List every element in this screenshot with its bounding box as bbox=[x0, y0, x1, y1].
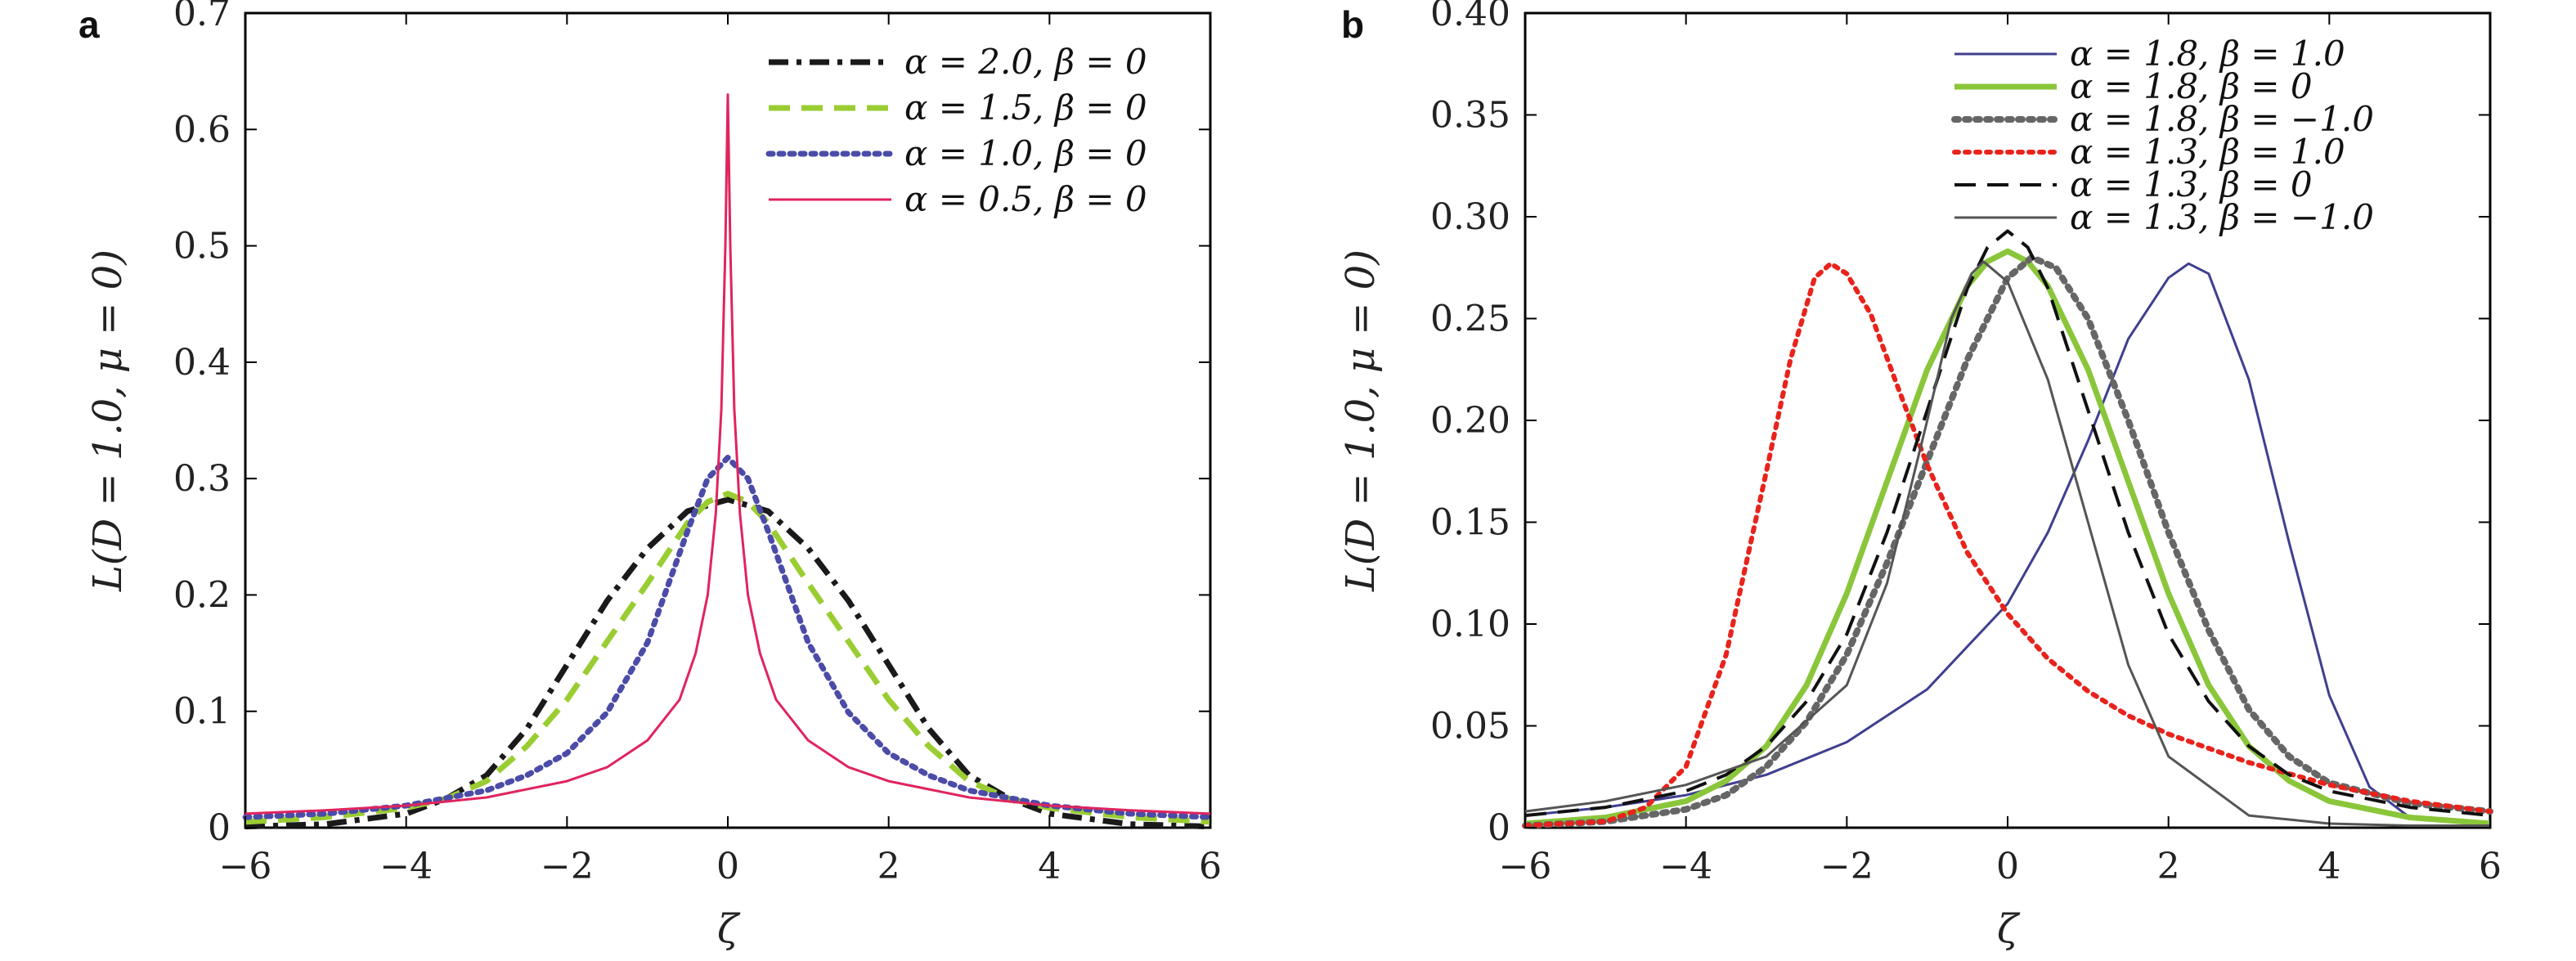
panel-b-series-line-5 bbox=[1524, 229, 2491, 818]
panel-a-legend-label-4: α = 0.5, β = 0 bbox=[904, 179, 1147, 219]
panel-a-y-tick-label: 0.5 bbox=[173, 226, 231, 267]
panel-a: a −6 −4 −2 0 2 4 6 0 0.1 0.2 0.3 0.4 0.5 0.6 0.7 α = … bbox=[79, 0, 1222, 952]
panel-b-series-line-6 bbox=[1524, 260, 2490, 827]
panel-b-x-tick-label: 6 bbox=[2479, 846, 2502, 887]
panel-b-legend: α = 1.8, β = 1.0α = 1.8, β = 0α = 1.8, β… bbox=[1951, 34, 2374, 237]
panel-b-y-axis-label: L(D = 1.0, μ = 0) bbox=[1338, 249, 1384, 592]
panel-b-x-tick-label: −4 bbox=[1659, 846, 1712, 887]
panel-a-x-tick-label: 2 bbox=[877, 846, 900, 887]
panel-a-y-ticks: 0 0.1 0.2 0.3 0.4 0.5 0.6 0.7 bbox=[173, 0, 1210, 849]
panel-b-legend-label-3: α = 1.8, β = −1.0 bbox=[2070, 99, 2374, 139]
panel-a-x-tick-label: −4 bbox=[379, 846, 433, 887]
panel-a-x-tick-label: −6 bbox=[219, 846, 272, 887]
panel-a-y-tick-label: 0.2 bbox=[173, 574, 231, 616]
panel-b-y-tick-label: 0.30 bbox=[1430, 196, 1510, 238]
panel-b-legend-label-4: α = 1.3, β = 1.0 bbox=[2070, 132, 2345, 172]
panel-a-legend-label-3: α = 1.0, β = 0 bbox=[904, 133, 1147, 173]
panel-b-x-tick-label: 2 bbox=[2157, 846, 2180, 887]
panel-a-y-tick-label: 0 bbox=[208, 807, 231, 849]
panel-a-x-tick-label: 6 bbox=[1199, 846, 1222, 887]
panel-a-x-tick-label: 0 bbox=[716, 846, 739, 887]
panel-b: b −6 −4 −2 0 2 4 6 0 0.05 0.10 0.15 0.20 0.25 0.30 0.… bbox=[1338, 0, 2502, 952]
panel-b-y-tick-label: 0.10 bbox=[1430, 604, 1510, 645]
panel-b-lines bbox=[1522, 229, 2493, 829]
panel-b-series-line-4 bbox=[1523, 261, 2493, 829]
panel-b-y-tick-label: 0.25 bbox=[1430, 299, 1510, 340]
panel-a-series-line-1 bbox=[245, 496, 1211, 830]
panel-b-letter: b bbox=[1341, 3, 1364, 46]
panel-b-y-tick-label: 0.15 bbox=[1430, 502, 1510, 544]
panel-b-legend-label-2: α = 1.8, β = 0 bbox=[2070, 66, 2313, 106]
panel-b-x-tick-label: −2 bbox=[1820, 846, 1874, 887]
panel-b-x-axis-label: ζ bbox=[1997, 906, 2021, 952]
panel-b-series-line-2 bbox=[1524, 248, 2491, 827]
panel-b-y-ticks: 0 0.05 0.10 0.15 0.20 0.25 0.30 0.35 0.40 bbox=[1430, 0, 2490, 849]
panel-a-y-tick-label: 0.6 bbox=[173, 109, 231, 150]
panel-b-y-tick-label: 0 bbox=[1488, 807, 1510, 849]
panel-b-series-line-1 bbox=[1524, 262, 2491, 827]
panel-b-y-tick-label: 0.05 bbox=[1430, 706, 1510, 748]
panel-a-y-axis-label: L(D = 1.0, μ = 0) bbox=[85, 249, 131, 592]
panel-a-y-tick-label: 0.3 bbox=[173, 458, 231, 500]
panel-a-x-axis-label: ζ bbox=[717, 906, 741, 952]
panel-a-y-tick-label: 0.1 bbox=[173, 691, 231, 733]
panel-a-x-tick-label: 4 bbox=[1038, 846, 1061, 887]
panel-a-series-line-4 bbox=[245, 93, 1211, 815]
panel-a-y-tick-label: 0.7 bbox=[173, 0, 231, 34]
panel-b-legend-label-1: α = 1.8, β = 1.0 bbox=[2070, 34, 2345, 74]
panel-b-y-tick-label: 0.40 bbox=[1430, 0, 1510, 34]
panel-b-y-tick-label: 0.20 bbox=[1430, 400, 1510, 442]
panel-b-x-ticks: −6 −4 −2 0 2 4 6 bbox=[1499, 13, 2502, 887]
panel-b-series-line-3 bbox=[1522, 254, 2493, 829]
panel-b-y-tick-label: 0.35 bbox=[1430, 95, 1510, 137]
panel-b-x-tick-label: 4 bbox=[2318, 846, 2340, 887]
panel-a-series-line-3 bbox=[242, 455, 1214, 820]
panel-a-letter: a bbox=[79, 3, 100, 46]
panel-b-legend-label-5: α = 1.3, β = 0 bbox=[2070, 164, 2313, 204]
panel-a-y-tick-label: 0.4 bbox=[173, 342, 231, 384]
panel-a-legend-label-1: α = 2.0, β = 0 bbox=[904, 42, 1147, 82]
panel-a-legend: α = 2.0, β = 0 α = 1.5, β = 0 α = 1.0, β =… bbox=[765, 42, 1147, 219]
panel-a-legend-label-2: α = 1.5, β = 0 bbox=[904, 88, 1147, 128]
panel-a-x-ticks: −6 −4 −2 0 2 4 6 bbox=[219, 13, 1222, 887]
panel-b-legend-label-6: α = 1.3, β = −1.0 bbox=[2070, 197, 2374, 237]
panel-a-series-line-2 bbox=[245, 491, 1211, 825]
panel-a-lines bbox=[242, 93, 1214, 830]
panel-b-x-tick-label: −6 bbox=[1499, 846, 1552, 887]
panel-a-x-tick-label: −2 bbox=[541, 846, 594, 887]
panel-b-x-tick-label: 0 bbox=[1996, 846, 2019, 887]
